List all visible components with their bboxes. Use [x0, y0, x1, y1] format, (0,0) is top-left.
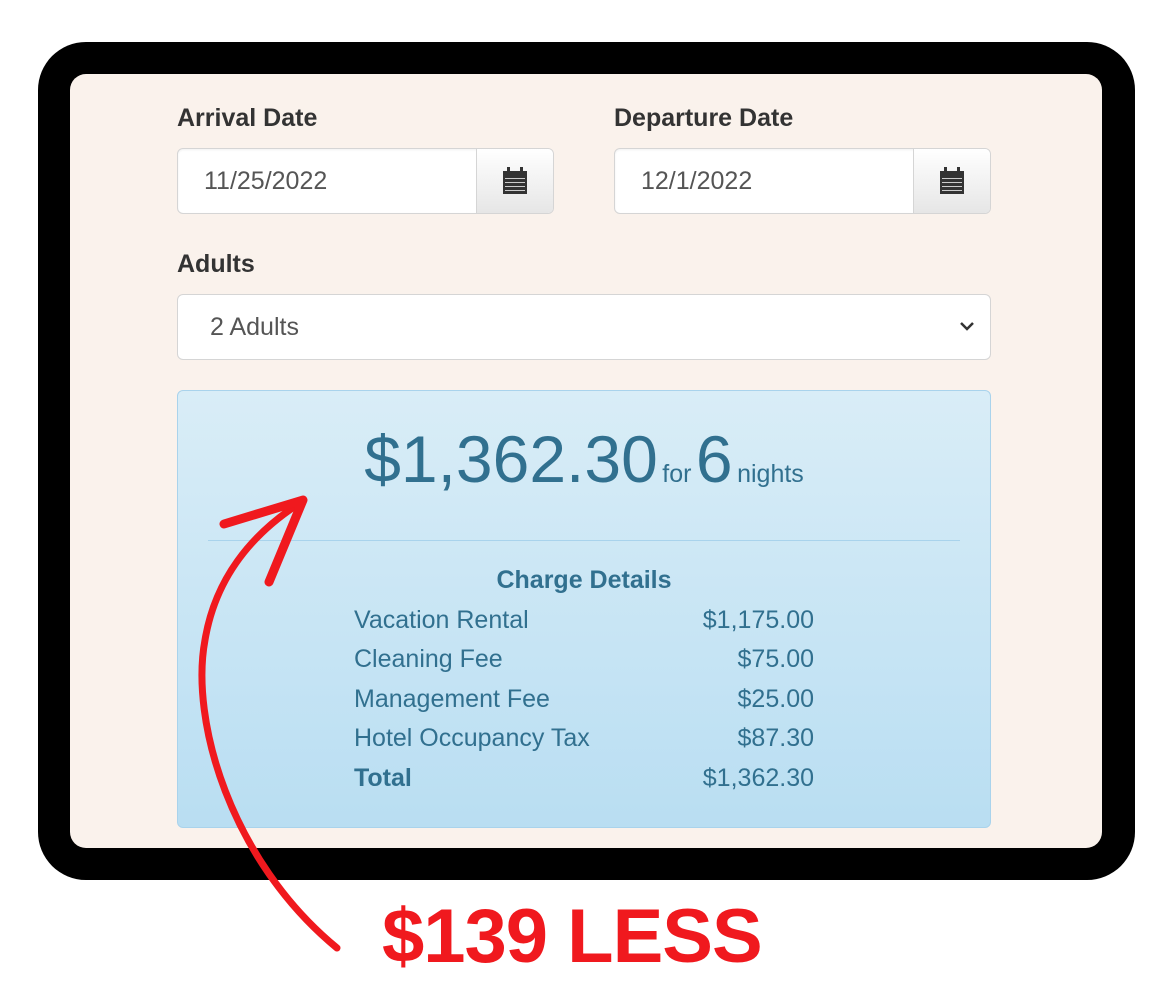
chevron-down-icon: [960, 322, 974, 331]
nights-text: nights: [737, 460, 804, 488]
arrival-calendar-button[interactable]: [476, 149, 553, 213]
charge-row: Hotel Occupancy Tax $87.30: [354, 719, 814, 758]
charge-row: Vacation Rental $1,175.00: [354, 601, 814, 640]
departure-date-input[interactable]: 12/1/2022: [641, 167, 753, 195]
charge-amount: $25.00: [737, 684, 814, 713]
for-text: for: [662, 460, 692, 488]
departure-date-field[interactable]: 12/1/2022: [614, 148, 991, 214]
total-price: $1,362.30: [364, 422, 658, 496]
charge-amount: $75.00: [737, 645, 814, 674]
charge-name: Hotel Occupancy Tax: [354, 724, 590, 753]
calendar-icon: [940, 167, 964, 194]
arrival-date-label: Arrival Date: [177, 104, 318, 132]
nights-count: 6: [695, 422, 733, 496]
total-row: Total $1,362.30: [354, 759, 814, 798]
charge-details-table: Vacation Rental $1,175.00 Cleaning Fee $75…: [354, 601, 814, 798]
charge-name: Management Fee: [354, 684, 550, 713]
charge-amount: $87.30: [737, 724, 814, 753]
charge-row: Management Fee $25.00: [354, 680, 814, 719]
adults-select[interactable]: 2 Adults: [177, 294, 991, 360]
charge-details-title: Charge Details: [496, 566, 672, 594]
charge-amount: $1,175.00: [702, 606, 814, 634]
calendar-icon: [503, 167, 527, 194]
charge-name: Cleaning Fee: [354, 645, 503, 674]
savings-annotation: $139 LESS: [382, 894, 763, 979]
charge-row: Cleaning Fee $75.00: [354, 640, 814, 679]
price-quote-panel: $1,362.30 for 6 nights Charge Details Va…: [177, 390, 991, 828]
departure-calendar-button[interactable]: [913, 149, 990, 213]
booking-screen: Arrival Date Departure Date 11/25/2022 1…: [70, 74, 1102, 848]
divider: [208, 540, 960, 541]
adults-selected-value: 2 Adults: [210, 313, 299, 341]
charge-amount: $1,362.30: [702, 763, 814, 792]
adults-label: Adults: [177, 250, 255, 278]
charge-name: Total: [354, 763, 412, 792]
charge-name: Vacation Rental: [354, 606, 529, 634]
arrival-date-field[interactable]: 11/25/2022: [177, 148, 554, 214]
departure-date-label: Departure Date: [614, 104, 794, 132]
arrival-date-input[interactable]: 11/25/2022: [204, 167, 328, 195]
price-summary: $1,362.30 for 6 nights: [178, 421, 990, 497]
